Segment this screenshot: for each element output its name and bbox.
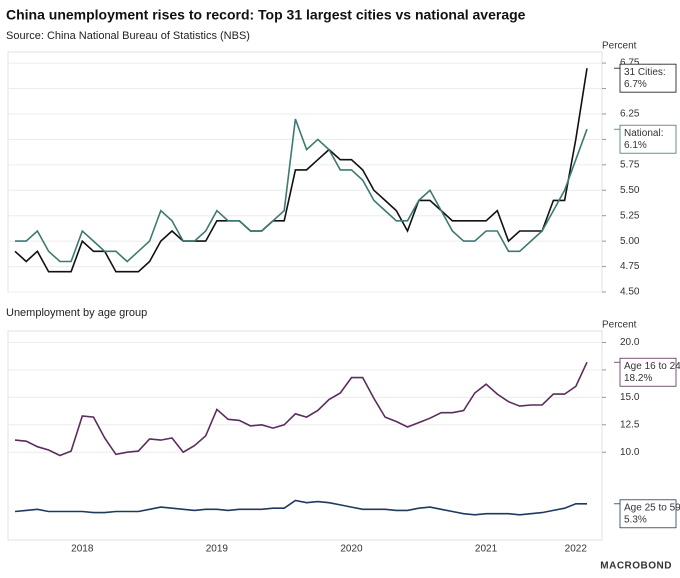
x-tick-label: 2019: [206, 544, 229, 555]
y-tick-label: 6.75: [620, 58, 640, 69]
y-tick-label: 5.50: [620, 185, 640, 196]
end-label-box: [619, 124, 677, 154]
y-tick-label: 4.50: [620, 287, 640, 298]
chart-title: China unemployment rises to record: Top …: [6, 7, 526, 23]
y-tick-label: 10.0: [620, 447, 640, 458]
y-tick-label: 15.0: [620, 392, 640, 403]
y-tick-label: 5.75: [620, 159, 640, 170]
y-tick-label: 12.5: [620, 419, 640, 430]
y-unit: Percent: [602, 41, 637, 52]
end-label: 5.3%: [624, 514, 647, 525]
panel-title: Unemployment by age group: [6, 307, 147, 319]
x-tick-label: 2022: [565, 544, 588, 555]
end-label: 6.7%: [624, 79, 647, 90]
series-line: [14, 68, 588, 273]
y-unit: Percent: [602, 320, 637, 331]
series-line: [15, 118, 588, 263]
x-tick-label: 2021: [475, 544, 498, 555]
end-label: 18.2%: [624, 373, 652, 384]
end-label-box: [619, 499, 677, 529]
end-label: 6.1%: [624, 140, 647, 151]
end-label: 31 Cities:: [624, 67, 666, 78]
y-tick-label: 6.25: [620, 109, 640, 120]
end-label: Age 16 to 24:: [624, 361, 680, 372]
y-tick-label: 20.0: [620, 337, 640, 348]
end-label: National:: [624, 128, 663, 139]
x-tick-label: 2020: [340, 544, 363, 555]
y-tick-label: 4.75: [620, 261, 640, 272]
x-tick-label: 2018: [71, 544, 94, 555]
end-label: Age 25 to 59:: [624, 502, 680, 513]
plot-frame: [7, 330, 603, 541]
end-label-box: [619, 357, 677, 387]
series-line: [14, 499, 587, 516]
end-label-box: [619, 63, 677, 93]
y-tick-label: 5.25: [620, 210, 640, 221]
logo: MACROBOND: [600, 561, 672, 572]
y-tick-label: 5.00: [620, 236, 640, 247]
series-line: [14, 361, 588, 457]
chart-subtitle: Source: China National Bureau of Statist…: [6, 30, 250, 42]
